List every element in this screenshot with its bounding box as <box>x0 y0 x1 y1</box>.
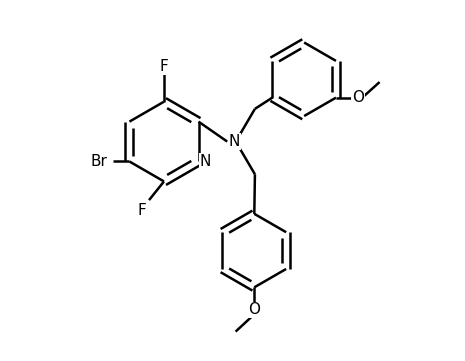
Text: F: F <box>138 203 146 218</box>
Text: O: O <box>352 90 364 105</box>
Text: N: N <box>199 154 211 169</box>
Text: O: O <box>248 302 260 317</box>
Text: N: N <box>228 134 240 149</box>
Text: Br: Br <box>91 154 107 169</box>
Text: F: F <box>159 59 168 74</box>
